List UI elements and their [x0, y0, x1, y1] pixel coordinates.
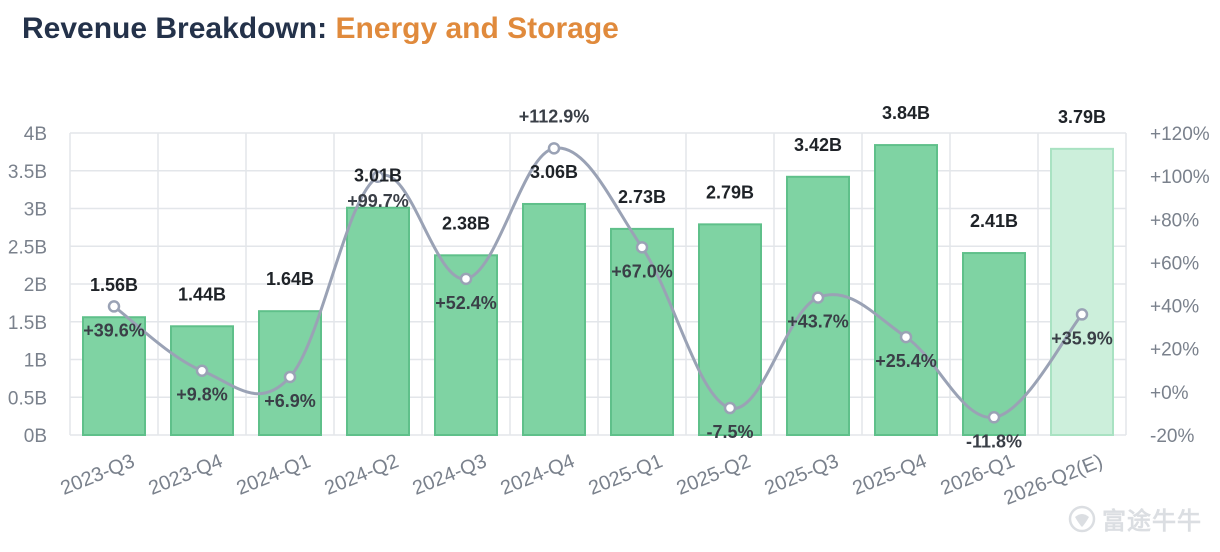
growth-label: -11.8% — [966, 431, 1022, 451]
growth-point — [283, 370, 297, 384]
y-left-tick-label: 2B — [24, 275, 47, 296]
x-tick-label: 2024-Q3 — [409, 450, 489, 500]
bar-value-label: 2.38B — [442, 213, 490, 233]
bar — [874, 144, 938, 437]
growth-point — [371, 170, 385, 184]
bar — [434, 254, 498, 436]
y-left-tick-label: 1.5B — [8, 313, 47, 334]
bar-value-label: 3.42B — [794, 135, 842, 155]
y-left-tick-label: 0B — [24, 426, 47, 447]
bar — [610, 227, 674, 436]
x-tick-label: 2024-Q4 — [497, 450, 577, 500]
bar-value-label: 1.56B — [90, 275, 138, 295]
growth-label: +25.4% — [875, 351, 937, 371]
bar-value-label: 1.64B — [266, 269, 314, 289]
watermark: 富途牛牛 — [1068, 501, 1202, 536]
growth-label: +52.4% — [435, 293, 497, 313]
bar-value-label: 3.06B — [530, 162, 578, 182]
futu-bull-logo-icon — [1068, 505, 1096, 532]
growth-label: +6.9% — [264, 391, 316, 411]
growth-point — [547, 142, 561, 155]
y-right-tick-label: +0% — [1150, 383, 1189, 404]
y-left-tick-label: 0.5B — [8, 388, 47, 409]
y-right-tick-label: +80% — [1150, 210, 1199, 231]
growth-label: +112.9% — [519, 106, 590, 126]
y-right-tick-label: -20% — [1150, 426, 1194, 447]
x-tick-label: 2024-Q1 — [233, 450, 313, 500]
chart-title: Revenue Breakdown: Energy and Storage — [22, 12, 619, 46]
growth-point — [635, 241, 649, 254]
growth-point — [723, 401, 737, 415]
y-right-tick-label: +20% — [1150, 340, 1199, 361]
bar-value-label: 2.41B — [970, 211, 1018, 231]
y-left-tick-label: 3B — [24, 200, 47, 221]
watermark-text: 富途牛牛 — [1102, 508, 1202, 535]
y-right-tick-label: +120% — [1150, 124, 1210, 145]
bar-value-label: 2.79B — [706, 182, 754, 202]
growth-point — [195, 364, 209, 377]
x-tick-label: 2025-Q3 — [761, 450, 841, 500]
bar — [786, 175, 850, 436]
bar-value-label: 3.79B — [1058, 107, 1106, 127]
growth-point — [1075, 308, 1089, 321]
bar-value-label: 3.01B — [354, 166, 402, 186]
bar — [82, 316, 146, 436]
growth-label: +99.7% — [347, 191, 409, 211]
y-right-tick-label: +60% — [1150, 253, 1199, 274]
growth-point — [987, 411, 1001, 424]
growth-point — [459, 272, 473, 286]
bar-value-label: 1.44B — [178, 284, 226, 304]
y-left-tick-label: 3.5B — [8, 162, 47, 183]
chart-title-prefix: Revenue Breakdown: — [22, 12, 328, 45]
x-tick-label: 2024-Q2 — [321, 450, 401, 500]
growth-label: +39.6% — [83, 320, 145, 340]
y-right-tick-label: +100% — [1150, 167, 1210, 188]
bar — [1050, 147, 1114, 436]
x-tick-label: 2025-Q1 — [585, 450, 665, 500]
y-left-tick-label: 1B — [24, 351, 47, 372]
growth-point — [107, 300, 121, 313]
chart-title-highlight: Energy and Storage — [335, 12, 619, 45]
bar — [522, 202, 586, 436]
bar-value-label: 2.73B — [618, 187, 666, 207]
y-left-tick-label: 4B — [24, 124, 47, 145]
growth-label: +9.8% — [176, 385, 228, 405]
bar — [962, 252, 1026, 436]
bar-value-label: 3.84B — [882, 103, 930, 123]
bar — [346, 206, 410, 436]
growth-point — [899, 330, 913, 344]
growth-point — [811, 291, 825, 304]
growth-label: +35.9% — [1051, 328, 1113, 348]
x-tick-label: 2025-Q4 — [849, 450, 929, 500]
x-tick-label: 2023-Q4 — [145, 450, 225, 500]
x-tick-label: 2023-Q3 — [57, 450, 137, 500]
y-left-tick-label: 2.5B — [8, 237, 47, 258]
growth-label: +67.0% — [611, 261, 673, 281]
growth-label: +43.7% — [787, 312, 849, 332]
x-tick-label: 2025-Q2 — [673, 450, 753, 500]
growth-label: -7.5% — [706, 422, 753, 442]
y-right-tick-label: +40% — [1150, 297, 1199, 318]
